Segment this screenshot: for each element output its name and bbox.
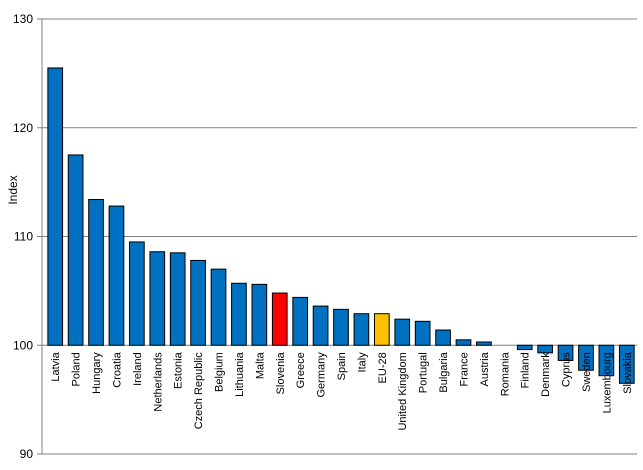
x-tick-label: Germany xyxy=(316,352,328,398)
bar-poland xyxy=(67,154,84,346)
x-tick-label: Portugal xyxy=(418,352,430,393)
bar-cyprus xyxy=(557,344,574,361)
x-tick-label: Spain xyxy=(336,352,348,380)
x-tick-label: Sweden xyxy=(581,352,593,392)
y-tick-labels: 90 100 110 120 130 xyxy=(13,12,33,461)
bar-united-kingdom xyxy=(394,318,411,346)
bar-luxembourg xyxy=(598,344,615,377)
bar-finland xyxy=(516,344,533,351)
x-tick-label: Malta xyxy=(254,351,266,379)
x-tick-label: Denmark xyxy=(540,352,552,397)
bar-italy xyxy=(353,313,370,346)
bar-denmark xyxy=(537,344,553,354)
x-tick-label: Hungary xyxy=(91,352,103,394)
x-tick-label: Latvia xyxy=(50,351,62,381)
bar-ireland xyxy=(129,241,145,346)
bar-malta xyxy=(251,283,268,346)
x-tick-label: Lithuania xyxy=(234,351,246,397)
bar-austria xyxy=(476,341,492,346)
bar-sweden xyxy=(578,344,594,371)
bar-eu-28 xyxy=(373,313,390,346)
x-tick-label: Greece xyxy=(295,352,307,388)
bar-bulgaria xyxy=(435,329,451,346)
x-tick-label: Italy xyxy=(356,352,368,373)
bar-portugal xyxy=(414,320,431,346)
x-tick-label: Bulgaria xyxy=(438,351,450,392)
bar-slovakia xyxy=(618,344,635,384)
x-tick-label: Slovakia xyxy=(622,351,634,393)
bar-france xyxy=(455,339,472,346)
y-tick-label: 120 xyxy=(13,121,33,135)
bar-belgium xyxy=(210,268,227,346)
bar-germany xyxy=(312,305,329,346)
bar-hungary xyxy=(88,199,104,346)
x-tick-label: Belgium xyxy=(214,352,226,392)
y-tick-label: 100 xyxy=(13,338,33,352)
y-tick-label: 110 xyxy=(14,230,33,244)
bar-croatia xyxy=(108,205,125,346)
x-tick-label: Luxembourg xyxy=(601,352,613,413)
bar-latvia xyxy=(47,67,64,346)
x-tick-label: Czech Republic xyxy=(193,352,205,430)
x-tick-label: Estonia xyxy=(173,351,185,389)
x-tick-label: Ireland xyxy=(132,352,144,386)
x-tick-label: EU-28 xyxy=(377,352,389,383)
bar-spain xyxy=(333,308,349,346)
x-tick-label: Croatia xyxy=(111,351,123,387)
bar-slovenia xyxy=(271,292,288,346)
bar-lithuania xyxy=(231,282,247,346)
x-tick-label: Austria xyxy=(479,351,491,386)
bar-czech-republic xyxy=(190,259,206,346)
bar-netherlands xyxy=(149,251,166,346)
axes xyxy=(37,18,637,455)
bar-greece xyxy=(292,296,309,346)
x-tick-label: Romania xyxy=(499,351,511,396)
y-tick-label: 130 xyxy=(13,12,33,26)
bar-estonia xyxy=(169,252,186,346)
x-tick-label: France xyxy=(458,352,470,386)
x-tick-label: Poland xyxy=(71,352,83,386)
x-tick-label: Slovenia xyxy=(275,351,287,394)
x-tick-labels: Latvia Poland Hungary Croatia Ireland Netherl… xyxy=(50,351,634,430)
x-tick-label: United Kingdom xyxy=(397,352,409,430)
y-tick-label: 90 xyxy=(20,447,34,461)
x-tick-label: Finland xyxy=(520,352,532,388)
x-tick-label: Cyprus xyxy=(561,352,573,387)
x-tick-label: Netherlands xyxy=(152,352,164,412)
bars xyxy=(47,67,635,384)
y-axis-label: Index xyxy=(6,175,20,204)
